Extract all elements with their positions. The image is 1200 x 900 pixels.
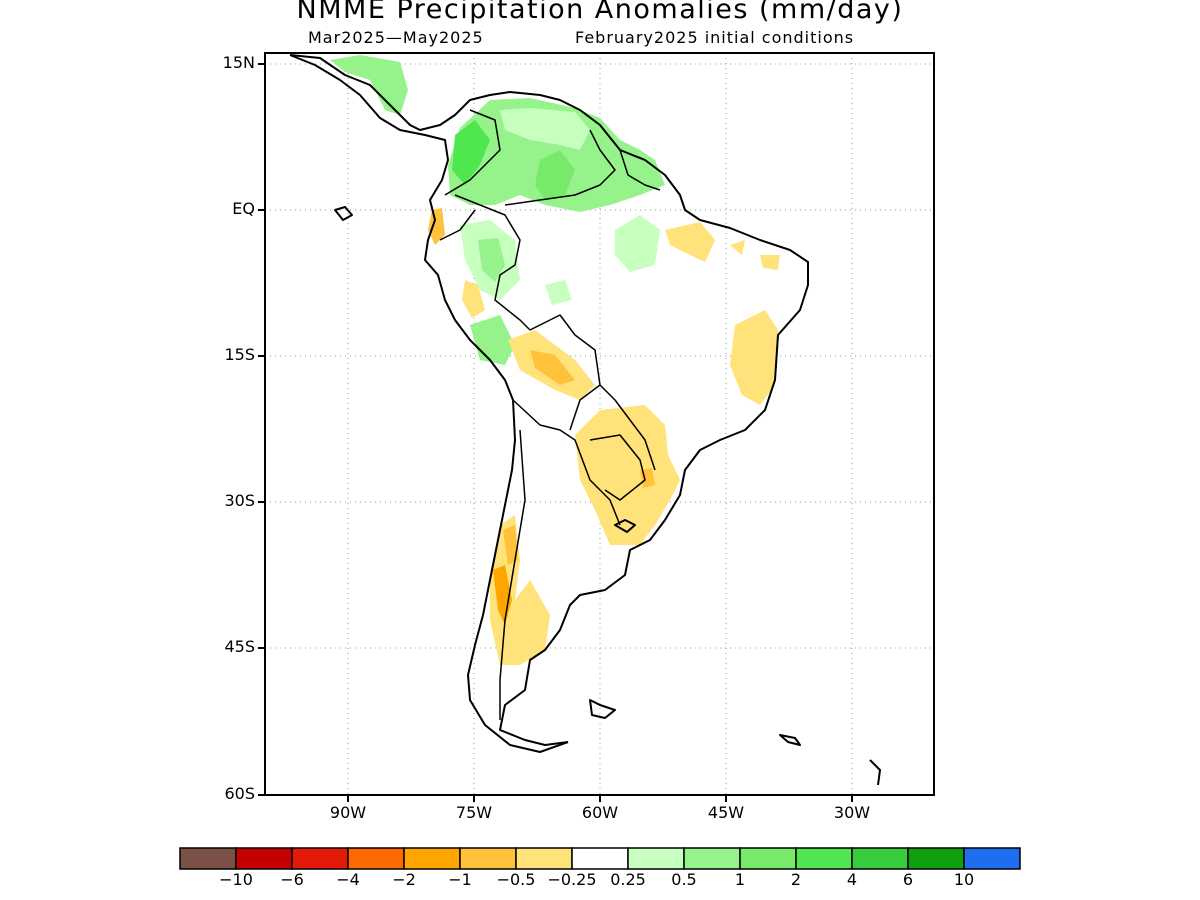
lat-label: 15N (222, 53, 255, 72)
wet-area-ecuador-peru (478, 238, 505, 282)
colorbar-label: −6 (280, 870, 304, 889)
colorbar-label: −0.25 (547, 870, 597, 889)
colorbar-swatch (851, 847, 909, 870)
colorbar-label: 2 (790, 870, 802, 889)
wet-area-central (545, 280, 572, 305)
colorbar-label: −1 (448, 870, 472, 889)
colorbar (179, 847, 1021, 870)
initial-conditions: February2025 initial conditions (575, 28, 855, 47)
forecast-period: Mar2025—May2025 (308, 28, 484, 47)
colorbar-swatch (403, 847, 461, 870)
lat-label: 15S (224, 345, 255, 364)
wet-area-guiana (535, 150, 575, 200)
galapagos-islands (334, 206, 353, 221)
lon-label: 60W (581, 803, 619, 822)
dry-area-peru (462, 280, 485, 318)
dry-area-ecuador (428, 208, 445, 245)
uruguay-lagoon (614, 519, 636, 533)
country-borders (439, 109, 661, 720)
colorbar-label: −10 (219, 870, 253, 889)
lat-label: 60S (224, 784, 255, 803)
wet-area-colombia (452, 120, 490, 185)
colorbar-swatch (907, 847, 965, 870)
colorbar-label: 6 (902, 870, 914, 889)
colorbar-label: 0.25 (610, 870, 646, 889)
colorbar-swatch (459, 847, 517, 870)
wet-area-venezuela (500, 108, 590, 150)
colorbar-label: −0.5 (496, 870, 536, 889)
dry-area-bahia (730, 310, 778, 405)
dry-area-bolivia-core (530, 350, 575, 385)
dry-area-ne-brazil (665, 222, 715, 262)
colorbar-swatch (515, 847, 573, 870)
south-georgia (779, 734, 801, 746)
lat-label: EQ (232, 199, 255, 218)
lat-label: 45S (224, 637, 255, 656)
falkland-islands (589, 699, 616, 719)
south-sandwich-islands (869, 759, 881, 786)
axis-ticks (258, 63, 853, 802)
map-title: NMME Precipitation Anomalies (mm/day) (296, 0, 904, 25)
lon-label: 90W (329, 803, 367, 822)
colorbar-swatch (739, 847, 797, 870)
lat-label: 30S (224, 491, 255, 510)
colorbar-swatch (291, 847, 349, 870)
lon-label: 45W (707, 803, 745, 822)
colorbar-label: 0.5 (671, 870, 697, 889)
colorbar-swatch (683, 847, 741, 870)
colorbar-label: 1 (734, 870, 746, 889)
colorbar-swatch (571, 847, 629, 870)
wet-area-central-america (330, 55, 408, 115)
lon-label: 30W (833, 803, 871, 822)
coastlines (289, 54, 881, 786)
colorbar-label: 10 (953, 870, 975, 889)
wet-area-amazon (615, 215, 660, 272)
colorbar-swatch (179, 847, 237, 870)
colorbar-swatch (347, 847, 405, 870)
wet-anomalies (330, 55, 665, 365)
dry-area-paraguay (575, 405, 680, 545)
colorbar-swatch (235, 847, 293, 870)
lon-label: 75W (455, 803, 493, 822)
colorbar-swatch (963, 847, 1021, 870)
colorbar-label: 4 (846, 870, 858, 889)
dry-area-central-chile (503, 525, 518, 565)
colorbar-label: −4 (336, 870, 360, 889)
colorbar-swatch (795, 847, 853, 870)
dry-area-east-brazil (730, 240, 780, 270)
colorbar-swatch (627, 847, 685, 870)
colorbar-label: −2 (392, 870, 416, 889)
